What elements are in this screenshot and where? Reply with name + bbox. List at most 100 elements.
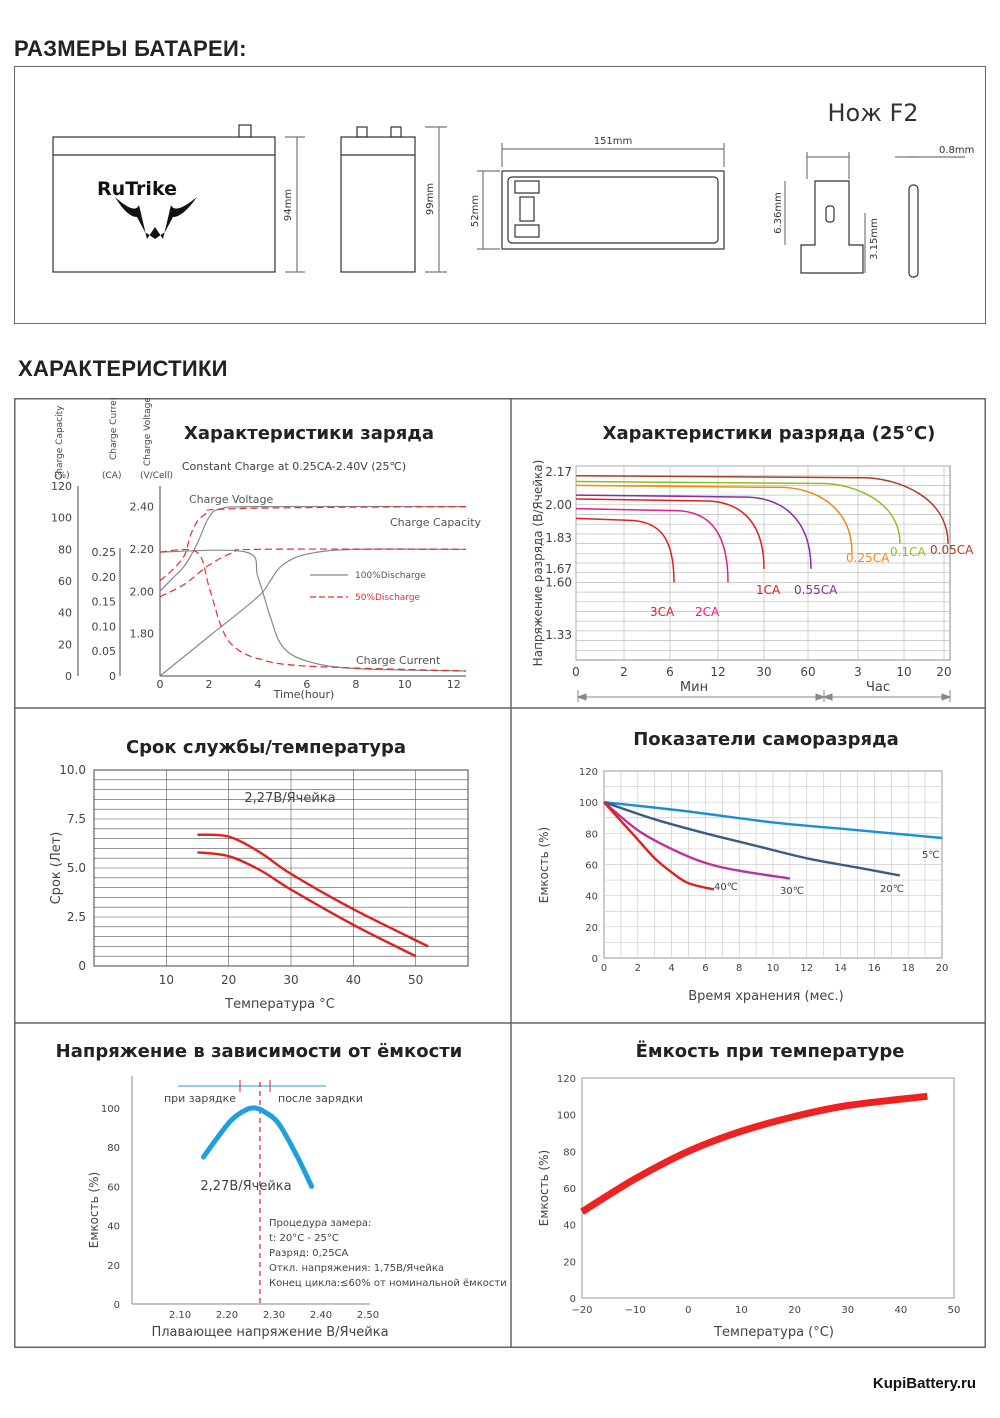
charge-series-line [159, 548, 467, 672]
ct-y-tick: 20 [563, 1257, 576, 1268]
ct-x-tick: 30 [841, 1305, 854, 1316]
sd-y-tick: 20 [585, 923, 598, 934]
current-tick: 0.25 [92, 546, 117, 559]
life-chart-title: Срок службы/температура [126, 737, 406, 758]
discharge-hours-label: Час [866, 680, 890, 695]
svg-text:RuTrike: RuTrike [97, 178, 177, 200]
self-discharge-title: Показатели саморазряда [633, 729, 899, 750]
current-tick: 0 [109, 670, 116, 683]
discharge-y-tick: 2.17 [545, 465, 572, 479]
sd-series-line [603, 801, 715, 891]
time-tick: 4 [254, 678, 261, 691]
current-tick: 0.10 [92, 620, 117, 633]
discharge-series-line [575, 517, 675, 583]
current-tick: 0.20 [92, 571, 117, 584]
life-y-tick: 5.0 [67, 861, 86, 875]
capacity-temp-chart: Ёмкость при температуре Емкость (%) Темп… [537, 1040, 960, 1340]
time-tick: 2 [205, 678, 212, 691]
discharge-x-tick: 6 [666, 665, 674, 679]
ct-xlabel: Температура (°C) [713, 1325, 834, 1340]
life-x-tick: 10 [159, 973, 174, 987]
discharge-y-tick: 1.83 [545, 531, 572, 545]
vc-procedure-line: Разряд: 0,25CA [269, 1248, 349, 1259]
time-tick: 0 [157, 678, 164, 691]
vc-charging-label: при зарядке [164, 1092, 236, 1105]
sd-x-tick: 6 [702, 963, 708, 974]
site-footer[interactable]: KupiBattery.ru [872, 1375, 976, 1392]
sd-x-tick: 8 [736, 963, 742, 974]
battery-side-view [52, 124, 305, 273]
vc-x-tick: 2.30 [263, 1310, 285, 1321]
discharge-series-label: 0.55CA [794, 583, 838, 597]
sd-x-tick: 10 [767, 963, 780, 974]
charge-capacity-label: Charge Capacity [390, 516, 482, 529]
discharge-chart: Характеристики разряда (25°C) Напряжение… [531, 423, 974, 702]
vc-y-tick: 20 [107, 1261, 120, 1272]
battery-top-view [477, 143, 725, 250]
characteristics-charts: Характеристики заряда Constant Charge at… [14, 391, 986, 1348]
rutrike-logo: RuTrike [97, 178, 197, 239]
discharge-series-line [575, 484, 853, 554]
height-front-label: 99mm [425, 183, 436, 215]
discharge-series-label: 0.1CA [890, 545, 926, 559]
life-series-line [197, 833, 429, 948]
terminal-width-label: 6.36mm [773, 192, 784, 234]
sd-series-label: 20℃ [880, 884, 904, 895]
vc-y-tick: 0 [114, 1300, 120, 1311]
life-xlabel: Температура °C [224, 997, 335, 1012]
discharge-series-label: 1CA [756, 583, 781, 597]
discharge-series-label: 3CA [650, 605, 675, 619]
discharge-grid: 0 2 6 12 30 60 3 10 20 2.17 2.00 1.83 1.671.60 1.33 [545, 465, 951, 679]
time-tick: 10 [398, 678, 412, 691]
life-annotation: 2,27В/Ячейка [244, 791, 335, 806]
life-y-tick: 0 [78, 959, 86, 973]
life-y-tick: 10.0 [59, 763, 86, 777]
voltage-ticks: 2.40 2.20 2.00 1.80 [130, 501, 155, 641]
vc-y-tick: 80 [107, 1143, 120, 1154]
life-x-tick: 50 [408, 973, 423, 987]
voltage-tick: 1.80 [130, 628, 155, 641]
capacity-tick: 120 [51, 480, 72, 493]
panel-borders [14, 398, 986, 1348]
voltage-axis-label: Charge Voltage [143, 398, 153, 466]
vc-after-label: после зарядки [278, 1092, 363, 1105]
vc-procedure: Процедура замера: t: 20°C - 25°C Разряд: 0… [269, 1218, 507, 1289]
charge-current-label: Charge Current [356, 654, 441, 667]
terminal-title: Нож F2 [827, 99, 918, 127]
life-x-tick: 40 [346, 973, 361, 987]
sd-x-tick: 20 [936, 963, 949, 974]
vc-x-tick: 2.50 [357, 1310, 379, 1321]
discharge-series-label: 2CA [695, 605, 720, 619]
capacity-tick: 0 [65, 670, 72, 683]
voltage-tick: 2.20 [130, 543, 155, 556]
ct-series-line [580, 1092, 928, 1215]
sd-y-tick: 120 [579, 767, 598, 778]
self-discharge-grid: 120 100 80 60 40 20 00 2 4 6 8 10 12 14 16 18 20 [579, 767, 948, 974]
capacity-tick: 100 [51, 512, 72, 525]
vc-x-tick: 2.20 [216, 1310, 238, 1321]
ct-x-tick: −10 [625, 1305, 646, 1316]
time-axis-label: Time(hour) [273, 688, 335, 701]
capacity-tick: 40 [58, 607, 72, 620]
discharge-series-line [575, 498, 765, 569]
ct-x-tick: 0 [685, 1305, 691, 1316]
vc-annotation: 2,27В/Ячейка [200, 1179, 291, 1194]
ct-y-tick: 100 [557, 1111, 576, 1122]
sd-y-tick: 80 [585, 829, 598, 840]
discharge-y-tick: 2.00 [545, 498, 572, 512]
ct-x-tick: 40 [894, 1305, 907, 1316]
sd-y-tick: 100 [579, 798, 598, 809]
sd-y-tick: 40 [585, 892, 598, 903]
discharge-x-tick: 20 [936, 665, 951, 679]
capacity-axis-label: Charge Capacity [55, 405, 65, 480]
time-tick: 8 [352, 678, 359, 691]
dimensions-panel: RuTrike 94mm 99mm 151mm 52mm Нож F2 [14, 66, 986, 324]
charge-chart-title: Характеристики заряда [184, 423, 434, 444]
ct-y-tick: 0 [570, 1294, 576, 1305]
capacity-tick: 80 [58, 543, 72, 556]
self-discharge-curves: 5℃ 20℃ 30℃ 40℃ [603, 801, 943, 897]
vc-axes: 100 80 60 40 20 0 2.10 2.20 2.30 2.40 2.50 [101, 1076, 379, 1321]
discharge-series-line [575, 494, 812, 569]
sd-x-tick: 18 [902, 963, 915, 974]
vc-curve [201, 1105, 315, 1189]
